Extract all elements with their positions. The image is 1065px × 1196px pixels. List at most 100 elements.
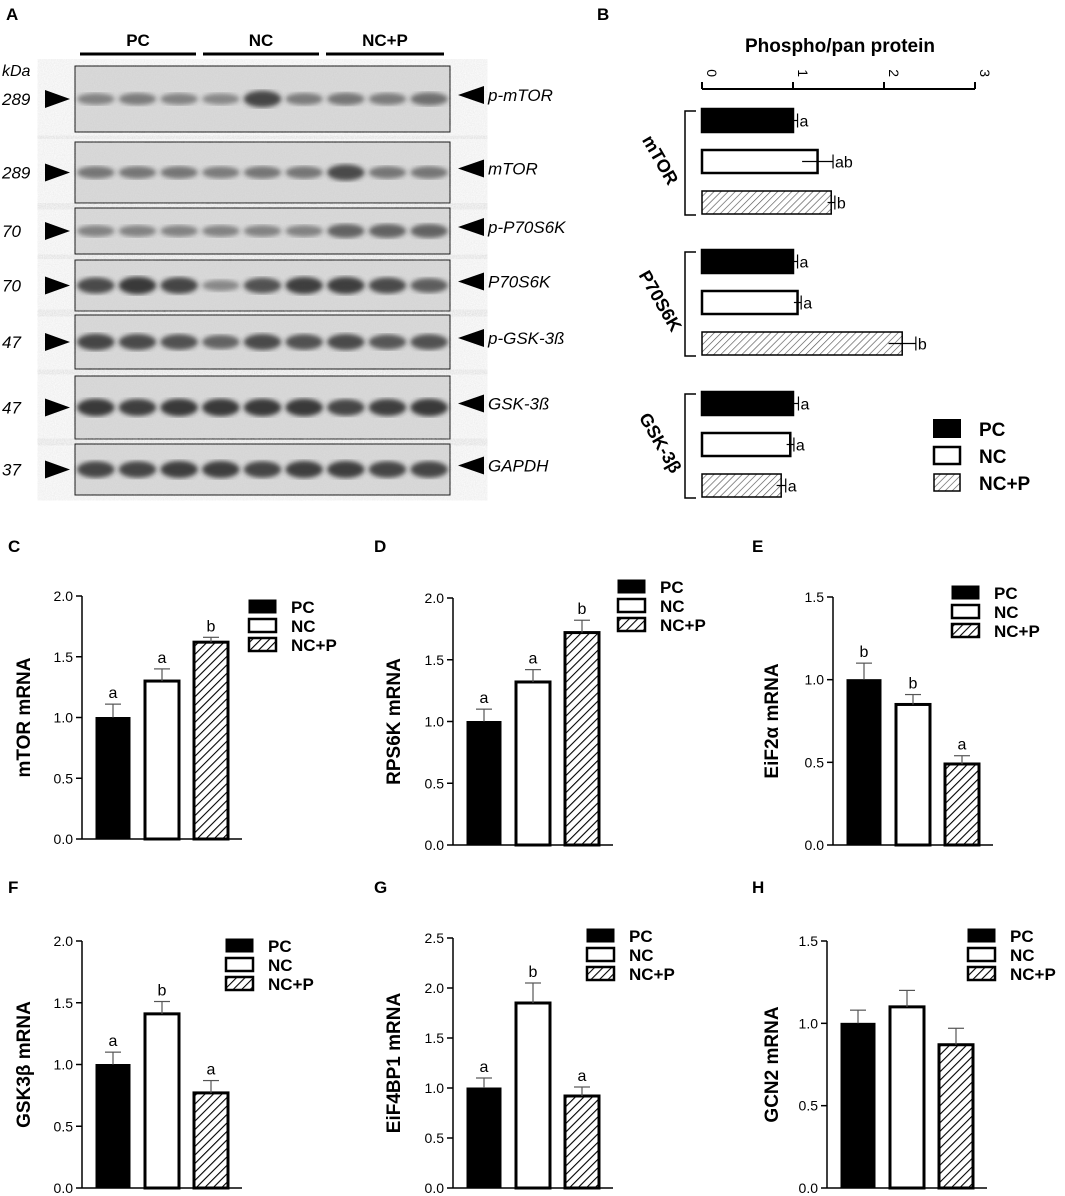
- y-tick-label: 0.0: [799, 1180, 819, 1196]
- protein-label: P70S6K: [488, 273, 551, 292]
- y-tick-label: 2.0: [425, 590, 445, 606]
- y-tick-label: 0.0: [425, 837, 445, 853]
- y-tick-label: 1.5: [425, 652, 445, 668]
- legend-swatch: [224, 975, 255, 992]
- bar: [514, 1001, 552, 1190]
- bar: [701, 331, 903, 356]
- bar: [192, 640, 230, 841]
- blot-band: [202, 335, 240, 349]
- bar: [840, 1022, 876, 1189]
- blot-band: [285, 334, 323, 350]
- legend-swatch: [966, 965, 997, 982]
- significance-letter: b: [860, 644, 869, 661]
- protein-label: p-P70S6K: [487, 218, 566, 237]
- legend-swatch: [248, 599, 277, 614]
- y-axis-label: mTOR mRNA: [14, 657, 35, 777]
- y-tick-label: 1.0: [805, 672, 825, 688]
- significance-letter: b: [207, 618, 216, 635]
- mw-arrow-icon: [45, 163, 70, 182]
- legend-label: PC: [291, 598, 315, 617]
- bar: [95, 1064, 131, 1189]
- y-tick-label: 2.5: [425, 930, 445, 946]
- blot-band: [77, 398, 115, 417]
- blot-band: [160, 398, 198, 417]
- mw-arrow-icon: [45, 276, 70, 295]
- y-tick-label: 1.0: [54, 1057, 74, 1073]
- legend-swatch: [224, 956, 255, 973]
- significance-letter: a: [958, 737, 967, 754]
- legend-swatch: [616, 597, 647, 614]
- significance-letter: a: [800, 255, 809, 272]
- blot-band: [243, 461, 282, 478]
- blot-band: [202, 166, 240, 179]
- bar: [701, 473, 782, 498]
- protein-arrow-icon: [458, 218, 484, 236]
- blot-band: [243, 166, 282, 179]
- legend-swatch: [950, 603, 981, 620]
- bar: [700, 148, 819, 175]
- x-tick-label: 0: [704, 69, 720, 77]
- mw-arrow-icon: [45, 333, 70, 351]
- blot-band: [410, 461, 448, 478]
- protein-arrow-icon: [458, 456, 484, 475]
- significance-letter: b: [578, 601, 587, 618]
- bar: [466, 721, 502, 846]
- group-label-pc: PC: [126, 31, 150, 50]
- protein-arrow-icon: [458, 394, 484, 413]
- legend-label: NC: [629, 946, 654, 965]
- mw-arrow-icon: [45, 460, 70, 479]
- blot-band: [368, 461, 407, 478]
- significance-letter: a: [796, 438, 805, 455]
- y-tick-label: 0.5: [805, 754, 825, 770]
- legend-label: NC+P: [1010, 965, 1056, 984]
- significance-letter: a: [480, 1059, 489, 1076]
- significance-letter: a: [578, 1068, 587, 1085]
- bar: [192, 1091, 230, 1190]
- x-tick-label: 3: [977, 69, 993, 77]
- y-tick-label: 0.0: [54, 831, 74, 847]
- blot-band: [202, 398, 240, 417]
- chart-b-categories: mTOR P70S6K GSK-3β: [635, 110, 696, 499]
- legend-label: NC: [994, 603, 1019, 622]
- legend-swatch: [225, 938, 254, 953]
- blot-band: [327, 334, 365, 350]
- blot-band: [77, 166, 115, 179]
- blot-band: [327, 224, 365, 238]
- significance-letter: a: [800, 397, 809, 414]
- protein-arrow-icon: [458, 329, 484, 347]
- significance-letter: a: [803, 296, 812, 313]
- mw-label: 289: [1, 90, 31, 109]
- legend-swatch: [617, 579, 646, 594]
- blot-band: [327, 92, 365, 106]
- blot-row: 47 p-GSK-3ß: [2, 314, 565, 370]
- blot-band: [368, 224, 407, 238]
- protein-label: GAPDH: [488, 457, 549, 476]
- blot-band: [243, 90, 282, 108]
- chart-g: 0.0 0.5 1.0 1.5 2.0 2.5 EiF4BP1 mRNA a b a PCNCNC+…: [384, 927, 675, 1196]
- bar: [563, 1094, 601, 1190]
- bar: [846, 679, 882, 846]
- mw-label: 47: [2, 333, 21, 352]
- blot-band: [285, 461, 323, 478]
- y-tick-label: 0.0: [805, 837, 825, 853]
- blot-band: [160, 93, 198, 105]
- blot-band: [410, 166, 448, 179]
- legend-b-pc: PC: [979, 420, 1006, 441]
- mw-arrow-icon: [45, 222, 70, 240]
- y-tick-label: 0.5: [425, 775, 445, 791]
- blot-band: [243, 334, 282, 350]
- bar: [143, 679, 181, 841]
- panel-letter-d: D: [374, 537, 386, 556]
- y-tick-label: 1.0: [799, 1015, 819, 1031]
- blot-band: [327, 277, 365, 294]
- blot-band: [368, 399, 407, 416]
- legend-label: NC: [291, 617, 316, 636]
- blot-band: [118, 461, 157, 478]
- y-tick-label: 1.5: [805, 589, 825, 605]
- legend-label: PC: [268, 937, 292, 956]
- panel-letter-c: C: [8, 537, 20, 556]
